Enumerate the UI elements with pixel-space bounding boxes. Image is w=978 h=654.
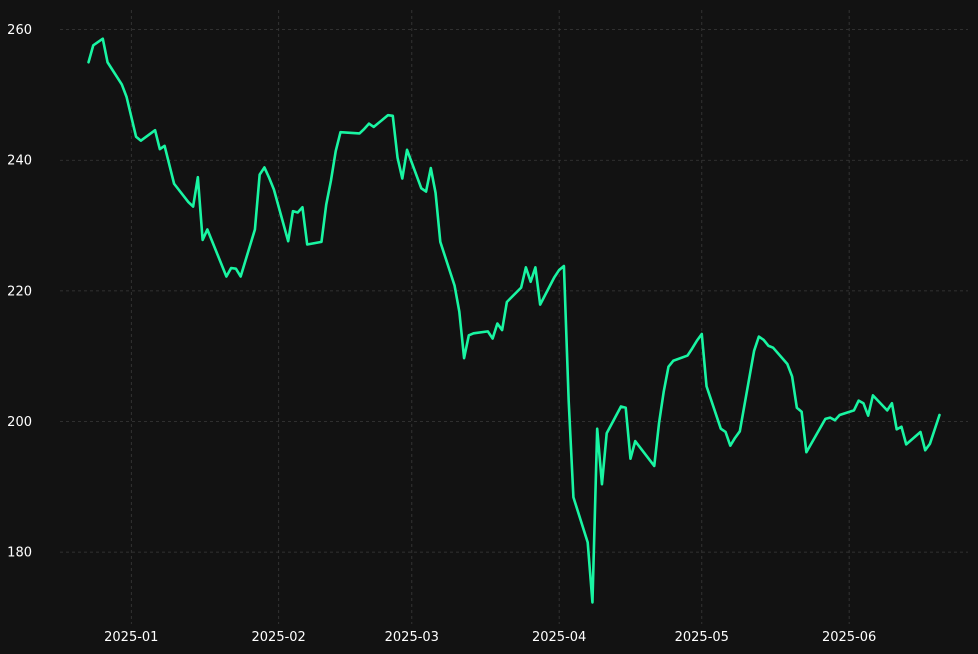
x-tick-label: 2025-01: [104, 630, 158, 645]
y-tick-label: 260: [7, 23, 32, 38]
x-axis: 2025-01 2025-02 2025-03 2025-04 2025-05 2025-…: [104, 630, 876, 645]
series-line: [87, 37, 941, 604]
x-tick-label: 2025-05: [675, 630, 729, 645]
y-axis: 180 200 220 240 260: [7, 23, 32, 561]
y-tick-label: 220: [7, 284, 32, 299]
grid: [60, 10, 968, 624]
series-layer: [87, 37, 941, 604]
x-tick-label: 2025-04: [532, 630, 586, 645]
x-tick-label: 2025-03: [385, 630, 439, 645]
y-tick-label: 200: [7, 415, 32, 430]
x-tick-label: 2025-06: [822, 630, 876, 645]
y-tick-label: 180: [7, 546, 32, 561]
y-tick-label: 240: [7, 154, 32, 169]
x-tick-label: 2025-02: [252, 630, 306, 645]
